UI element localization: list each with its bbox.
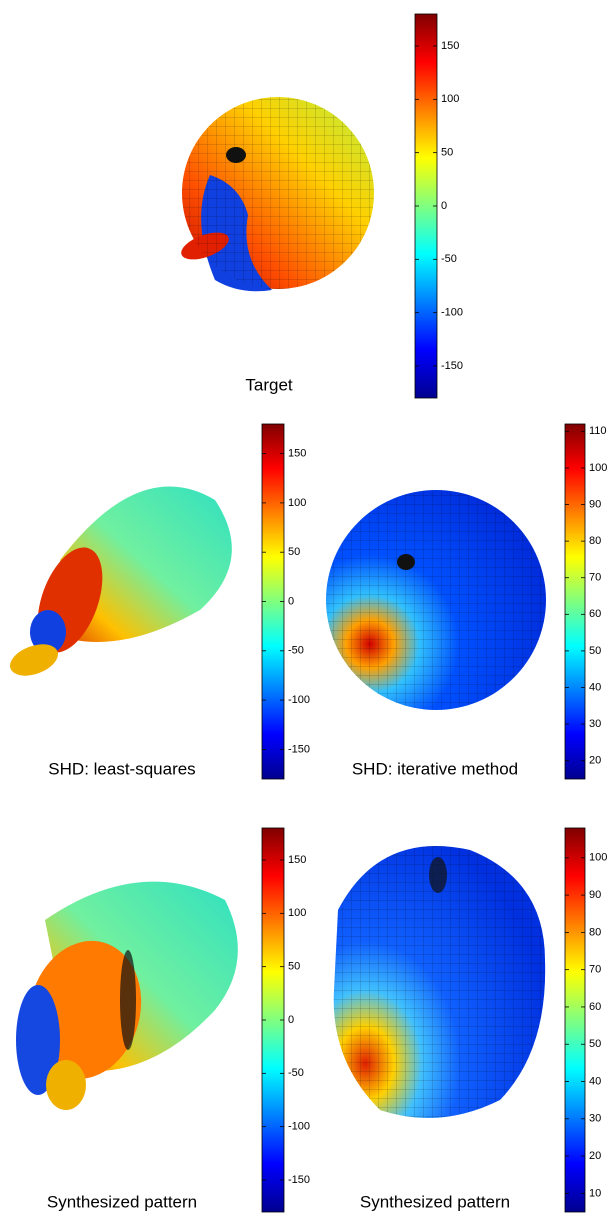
tick-label: 100 — [589, 462, 607, 474]
tick-label: 20 — [589, 755, 601, 767]
tick-label: 10 — [589, 1187, 601, 1199]
tick-label: 70 — [589, 964, 601, 976]
tick-label: 100 — [288, 497, 306, 509]
tick-label: 30 — [589, 1113, 601, 1125]
tick-label: -50 — [288, 645, 304, 657]
tick-label: 60 — [589, 608, 601, 620]
tick-label: -50 — [441, 253, 457, 265]
colorbar — [565, 424, 585, 779]
tick-label: 80 — [589, 535, 601, 547]
tick-label: 150 — [288, 854, 306, 866]
tick-label: 20 — [589, 1150, 601, 1162]
tick-label: 40 — [589, 1075, 601, 1087]
tick-label: 0 — [441, 200, 447, 212]
surface-plot — [6, 460, 250, 682]
tick-label: -100 — [288, 1121, 310, 1133]
panel-title: SHD: iterative method — [352, 759, 518, 778]
tick-label: -50 — [288, 1067, 304, 1079]
colorbar — [565, 828, 585, 1212]
tick-label: 30 — [589, 718, 601, 730]
tick-label: -150 — [288, 743, 310, 755]
tick-label: -100 — [288, 694, 310, 706]
tick-label: 150 — [441, 40, 459, 52]
surface-plot — [178, 97, 374, 291]
panel-title: SHD: least-squares — [48, 759, 195, 778]
tick-label: 50 — [288, 961, 300, 973]
tick-label: 0 — [288, 595, 294, 607]
tick-label: 70 — [589, 572, 601, 584]
surface-plot — [14, 882, 238, 1110]
figure: Target150100500-50-100-150SHD: least-squ… — [0, 0, 611, 1216]
tick-label: 50 — [589, 645, 601, 657]
tick-label: 60 — [589, 1001, 601, 1013]
tick-label: 100 — [288, 907, 306, 919]
surface-plot — [334, 846, 545, 1118]
tick-label: -150 — [288, 1174, 310, 1186]
tick-label: 50 — [441, 147, 453, 159]
tick-label: 50 — [288, 546, 300, 558]
tick-label: 50 — [589, 1038, 601, 1050]
tick-label: 100 — [589, 852, 607, 864]
tick-label: 40 — [589, 681, 601, 693]
tick-label: -150 — [441, 360, 463, 372]
tick-label: 110 — [589, 425, 607, 437]
tick-label: 150 — [288, 447, 306, 459]
tick-label: 90 — [589, 889, 601, 901]
tick-label: 0 — [288, 1014, 294, 1026]
tick-label: -100 — [441, 307, 463, 319]
tick-label: 90 — [589, 498, 601, 510]
panel-title: Synthesized pattern — [47, 1192, 197, 1211]
tick-label: 100 — [441, 93, 459, 105]
tick-label: 80 — [589, 926, 601, 938]
surface-plot — [326, 490, 546, 710]
panel-title: Synthesized pattern — [360, 1192, 510, 1211]
panel-title: Target — [245, 375, 293, 394]
